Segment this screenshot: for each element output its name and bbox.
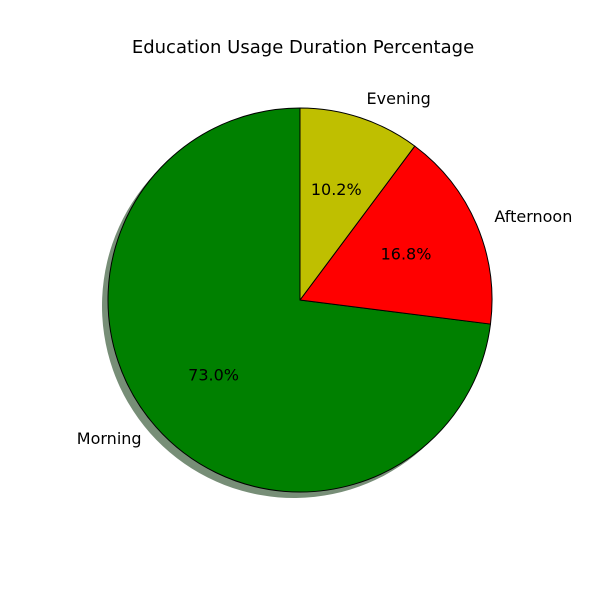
pie-slices xyxy=(107,107,493,493)
pie-slice-evening xyxy=(299,107,416,301)
pct-label-afternoon: 16.8% xyxy=(381,244,432,263)
slice-label-afternoon: Afternoon xyxy=(494,207,572,226)
pie-slice-morning xyxy=(107,107,491,493)
slice-label-morning: Morning xyxy=(77,429,142,448)
slice-label-evening: Evening xyxy=(367,89,431,108)
pie-slice-afternoon xyxy=(299,145,493,325)
chart-title: Education Usage Duration Percentage xyxy=(132,37,474,58)
pct-label-morning: 73.0% xyxy=(188,366,239,385)
pie-labels: Morning 73.0% Afternoon 16.8% Evening 10.2% xyxy=(77,89,573,448)
pct-label-evening: 10.2% xyxy=(311,180,362,199)
